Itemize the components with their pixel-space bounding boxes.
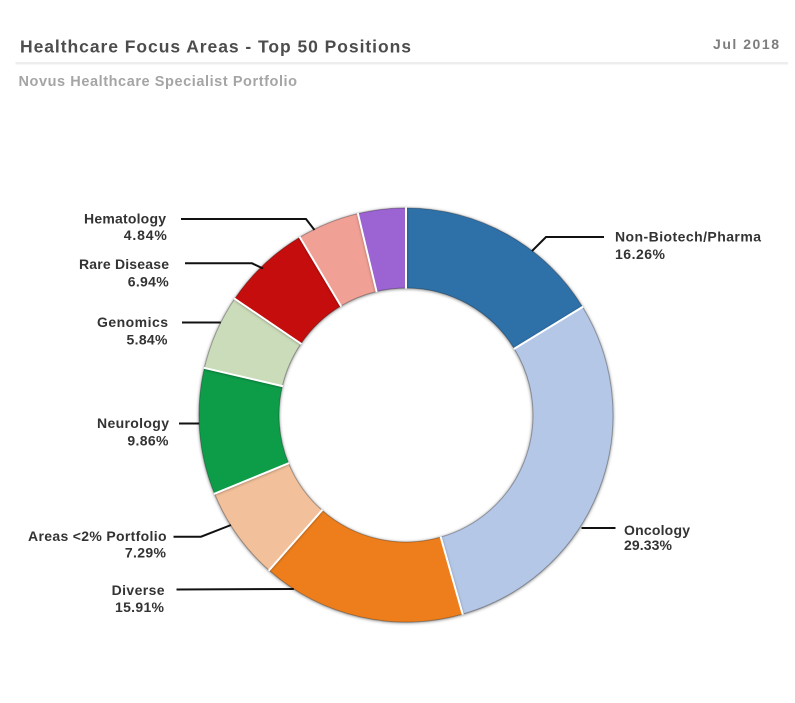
svg-text:Hematology: Hematology: [84, 211, 166, 227]
svg-text:16.26%: 16.26%: [615, 246, 666, 262]
svg-text:Diverse: Diverse: [112, 582, 165, 598]
svg-text:Neurology: Neurology: [97, 415, 169, 431]
svg-text:9.86%: 9.86%: [127, 433, 169, 449]
svg-text:Novus Healthcare Specialist Po: Novus Healthcare Specialist Portfolio: [19, 74, 298, 90]
svg-text:7.29%: 7.29%: [125, 545, 167, 561]
svg-text:Non-Biotech/Pharma: Non-Biotech/Pharma: [615, 228, 761, 244]
svg-text:4.84%: 4.84%: [124, 227, 168, 243]
svg-text:Areas <2% Portfolio: Areas <2% Portfolio: [28, 528, 167, 544]
svg-text:Oncology: Oncology: [624, 522, 690, 538]
svg-text:Rare Disease: Rare Disease: [79, 256, 169, 272]
svg-text:15.91%: 15.91%: [115, 599, 165, 615]
svg-text:6.94%: 6.94%: [128, 274, 170, 290]
svg-text:Jul 2018: Jul 2018: [713, 36, 779, 52]
svg-text:Genomics: Genomics: [97, 314, 168, 330]
svg-text:Healthcare Focus Areas - Top 5: Healthcare Focus Areas - Top 50 Position…: [20, 37, 411, 57]
svg-text:29.33%: 29.33%: [624, 537, 673, 553]
svg-text:5.84%: 5.84%: [127, 331, 169, 347]
